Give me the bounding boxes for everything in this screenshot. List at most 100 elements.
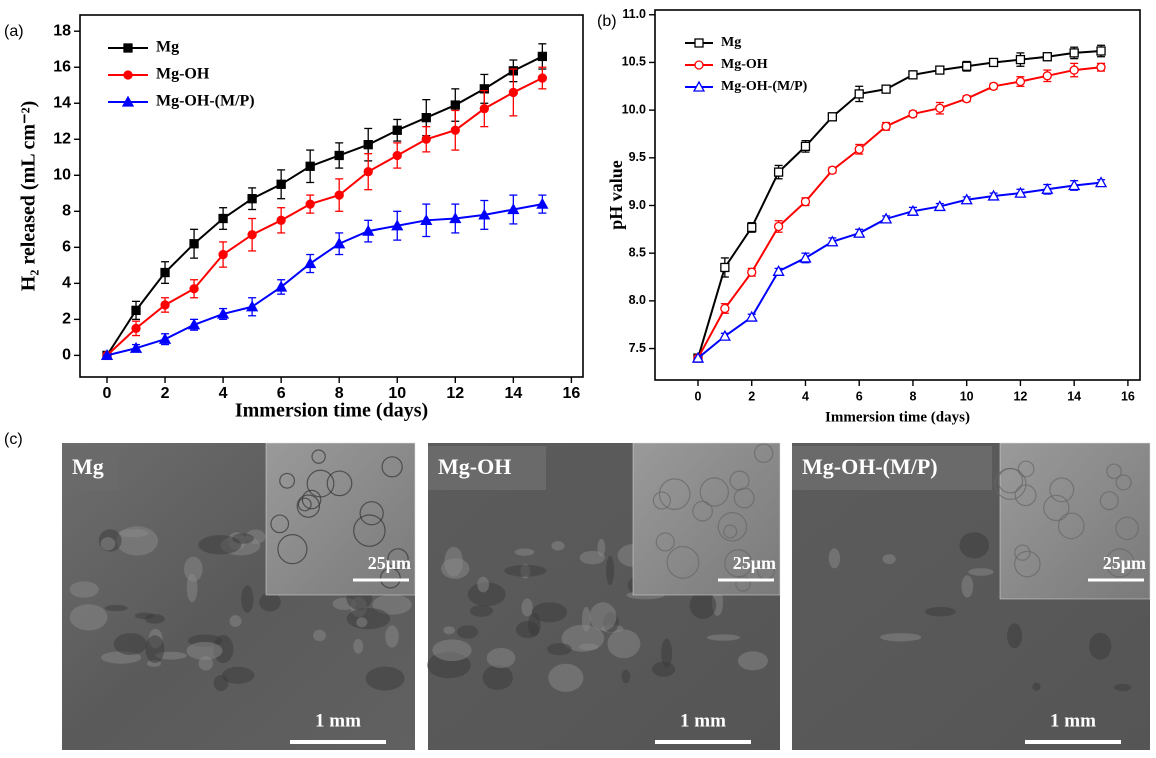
y-tick-label: 6 (62, 239, 71, 256)
marker (800, 197, 811, 207)
marker (772, 264, 785, 276)
inset-texture (1057, 512, 1085, 540)
marker (935, 103, 945, 113)
inset-texture (1014, 544, 1031, 561)
sem-texture (828, 548, 841, 569)
marker (392, 150, 402, 161)
y-tick-label: 10 (53, 167, 71, 184)
inset-texture (652, 491, 671, 510)
inset-texture (270, 514, 290, 534)
sem-texture (186, 641, 223, 660)
sem-texture (469, 605, 493, 617)
label-box (62, 446, 118, 490)
sem-texture (581, 606, 591, 632)
marker (100, 349, 114, 361)
sem-texture (482, 664, 513, 690)
sem-texture (880, 633, 922, 642)
inset-scale-label: 25μm (1103, 553, 1146, 573)
inset-texture (277, 534, 308, 565)
sem-texture (968, 568, 994, 576)
sem-texture (443, 626, 455, 635)
inset-texture (297, 497, 312, 512)
series-line (106, 77, 543, 357)
marker (720, 303, 730, 314)
series-line (697, 50, 1102, 359)
series-line (697, 66, 1102, 359)
legend-label: Mg-OH-(M/P) (156, 93, 255, 110)
sem-texture (346, 607, 391, 630)
sem-texture (356, 617, 368, 628)
inset-texture (723, 524, 738, 539)
sem-texture (486, 647, 516, 669)
marker (536, 197, 549, 209)
inset-texture (753, 443, 774, 464)
inset-scale-label: 25μm (368, 553, 411, 573)
y-tick-label: 18 (53, 22, 71, 39)
scale-label: 1 mm (1050, 710, 1096, 731)
x-tick-label: 12 (1013, 389, 1027, 403)
x-tick-label: 14 (1067, 389, 1081, 403)
legend-marker (123, 43, 133, 53)
legend-marker (123, 70, 133, 80)
sem-texture (198, 656, 213, 671)
sem-texture (661, 638, 673, 668)
marker (747, 222, 757, 233)
marker (881, 121, 891, 131)
x-tick-label: 8 (909, 389, 916, 403)
marker (420, 213, 433, 225)
inset-scale-label: 25μm (733, 553, 776, 573)
panel-label: (c) (4, 431, 23, 448)
marker (854, 144, 864, 154)
marker (187, 318, 201, 330)
sem-texture (521, 598, 533, 617)
x-axis-title: Immersion time (days) (825, 409, 970, 425)
legend-marker (694, 38, 704, 48)
sem-texture (551, 541, 565, 551)
marker (334, 150, 344, 161)
marker (879, 212, 893, 224)
x-tick-label: 14 (504, 385, 522, 402)
marker (1042, 71, 1052, 81)
marker (275, 280, 288, 292)
sem-texture (1007, 623, 1023, 649)
inset-texture (994, 467, 1027, 500)
marker (507, 203, 520, 215)
sem-texture (548, 663, 584, 692)
marker (363, 167, 373, 177)
y-tick-label: 2 (62, 311, 71, 328)
marker (216, 307, 230, 319)
marker (537, 51, 548, 62)
sem-texture (385, 625, 399, 648)
inset-texture (387, 548, 409, 570)
marker (800, 141, 811, 152)
series-line (106, 203, 543, 357)
scale-label: 1 mm (680, 710, 726, 731)
marker (276, 215, 286, 225)
sem-texture (514, 548, 535, 556)
sem-texture (607, 629, 641, 659)
marker (421, 134, 431, 144)
sem-texture (100, 537, 116, 551)
image-label: Mg-OH (438, 454, 511, 479)
inset-texture (1105, 548, 1135, 578)
legend-label: Mg (721, 35, 741, 50)
y-tick-label: 4 (62, 275, 71, 292)
legend-label: Mg-OH (156, 66, 210, 83)
inset-texture (1106, 463, 1122, 480)
legend-marker (692, 80, 706, 92)
sem-texture (183, 556, 203, 582)
marker (362, 224, 375, 236)
sem-texture (313, 629, 326, 642)
panel-label: (b) (597, 13, 617, 30)
x-tick-label: 0 (103, 385, 112, 402)
x-tick-label: 16 (562, 385, 580, 402)
inset-texture (296, 494, 321, 518)
marker (1096, 46, 1106, 56)
sem-texture (515, 621, 540, 639)
marker (158, 332, 172, 344)
marker (246, 300, 259, 312)
x-axis-title: Immersion time (days) (235, 400, 428, 422)
sem-texture (597, 538, 606, 557)
marker (987, 189, 1000, 201)
sem-texture (259, 592, 281, 612)
